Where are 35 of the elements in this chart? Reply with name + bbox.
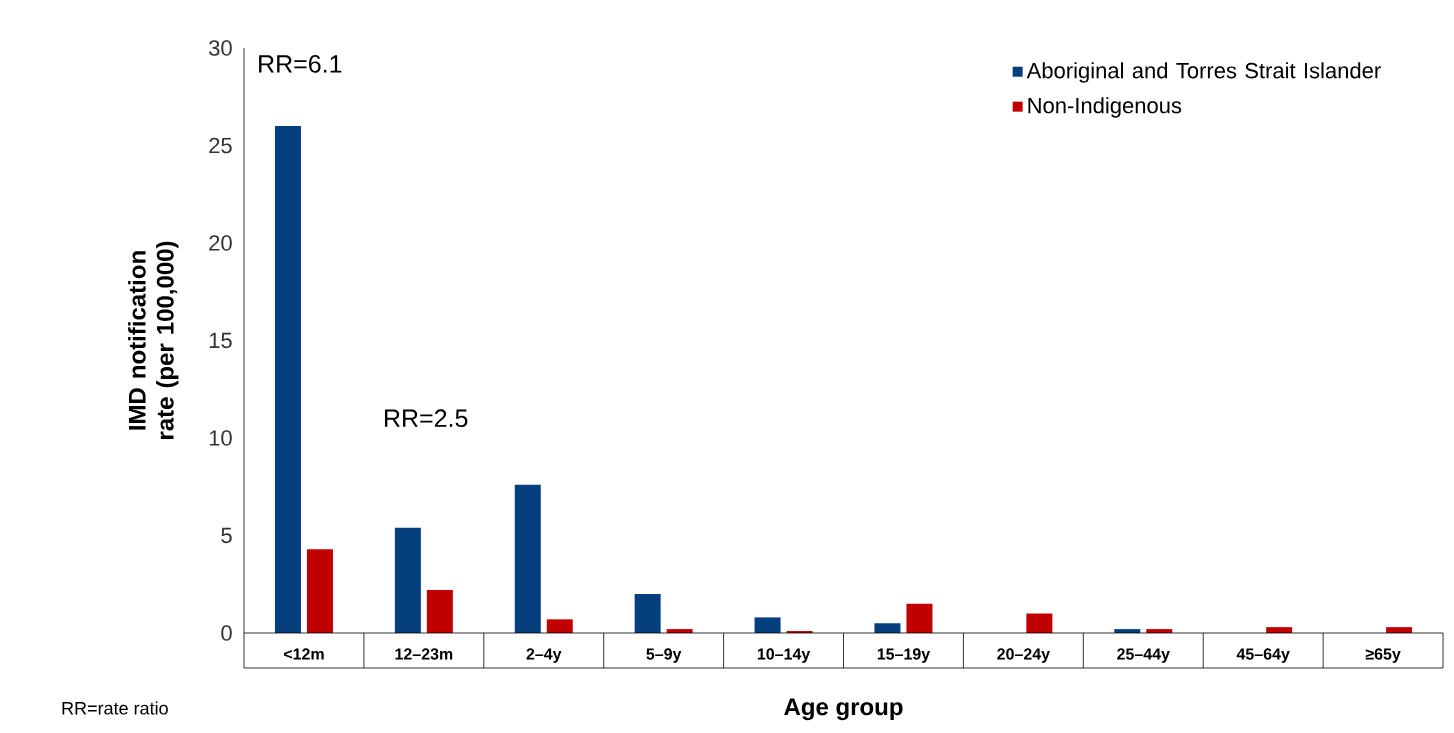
bar (394, 527, 421, 633)
x-tick-label: 2–4y (526, 648, 562, 663)
x-tick-label: 20–24y (997, 648, 1050, 663)
y-tick-label: 25 (209, 137, 232, 154)
bar (634, 594, 661, 633)
bar (906, 603, 933, 633)
x-tick-label: 15–19y (877, 648, 931, 663)
bar (426, 590, 453, 633)
annotation: RR=6.1 (259, 55, 342, 73)
annotation: RR=2.5 (385, 409, 468, 428)
bar (546, 619, 573, 633)
bar (514, 484, 541, 633)
x-tick-label: 10–14y (757, 648, 811, 663)
bar (754, 617, 781, 633)
legend-label: Non-Indigenous (1028, 97, 1182, 118)
x-tick-label: <12m (283, 648, 324, 660)
bar (1026, 613, 1053, 633)
y-tick-label: 10 (209, 430, 232, 446)
bar (306, 549, 333, 633)
y-tick-label: 20 (209, 235, 232, 251)
y-tick-label: 30 (209, 40, 232, 56)
bar (874, 623, 901, 633)
y-tick-label: 0 (221, 625, 232, 641)
x-tick-label: 5–9y (646, 648, 682, 663)
y-tick-label: 15 (209, 332, 232, 349)
text: RR=rate ratio (62, 701, 168, 715)
x-tick-label: 12–23m (395, 648, 453, 660)
x-tick-label: 25–44y (1117, 648, 1170, 663)
x-tick-label: ≥65y (1365, 648, 1401, 663)
x-tick-label: 45–64y (1236, 648, 1290, 663)
legend-label: Aboriginal and Torres Strait Islander (1026, 62, 1381, 83)
x-axis-title: Age group (784, 698, 903, 721)
y-axis-title: IMD notification rate (per 100,000) (128, 241, 179, 439)
bar (274, 125, 301, 633)
y-tick-label: 5 (221, 527, 232, 544)
